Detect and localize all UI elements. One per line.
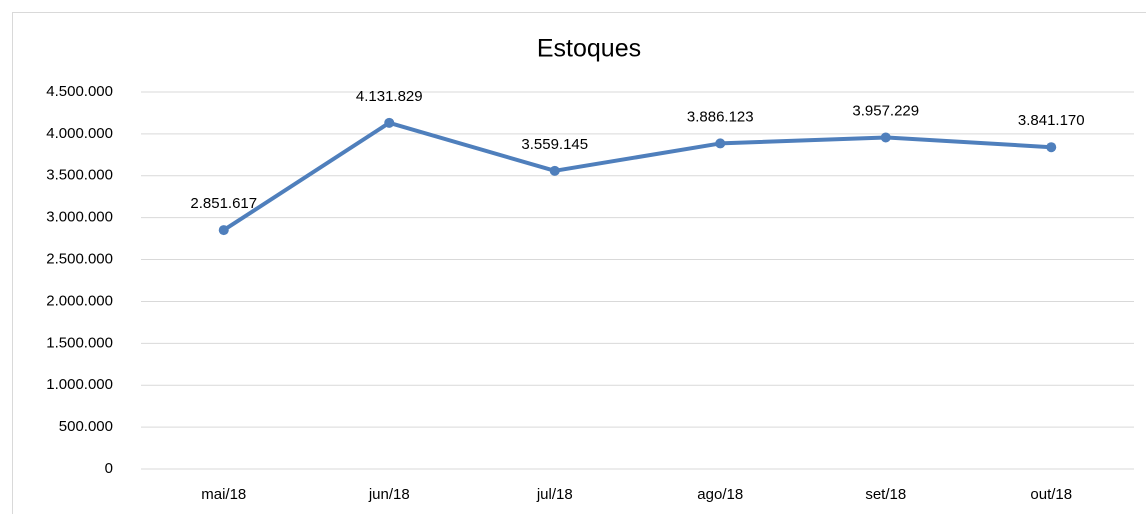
y-tick-label: 1.000.000 — [46, 376, 113, 393]
point — [880, 132, 891, 143]
data-label: 2.851.617 — [190, 195, 257, 212]
chart-border — [12, 12, 1146, 514]
point — [218, 225, 229, 236]
y-tick-label: 3.500.000 — [46, 167, 113, 184]
y-tick-label: 4.500.000 — [46, 83, 113, 100]
y-tick-label: 2.000.000 — [46, 292, 113, 309]
y-tick-label: 1.500.000 — [46, 334, 113, 351]
point — [1046, 142, 1057, 153]
point — [549, 165, 560, 176]
data-label: 3.559.145 — [521, 136, 588, 153]
y-tick-label: 0 — [105, 460, 113, 477]
x-tick-label: out/18 — [1030, 486, 1072, 503]
x-tick-label: mai/18 — [201, 486, 246, 503]
x-tick-label: jul/18 — [536, 486, 573, 503]
data-label: 3.886.123 — [687, 108, 754, 125]
chart-title: Estoques — [537, 35, 641, 63]
point — [384, 117, 395, 128]
y-tick-label: 4.000.000 — [46, 125, 113, 142]
data-label: 4.131.829 — [356, 88, 423, 105]
y-tick-label: 2.500.000 — [46, 251, 113, 268]
x-tick-label: jun/18 — [368, 486, 410, 503]
y-tick-label: 3.000.000 — [46, 209, 113, 226]
x-tick-label: ago/18 — [697, 486, 743, 503]
data-label: 3.957.229 — [852, 102, 919, 119]
data-label: 3.841.170 — [1018, 112, 1085, 129]
series-line — [222, 120, 1052, 232]
x-tick-label: set/18 — [865, 486, 906, 503]
y-tick-label: 500.000 — [59, 418, 113, 435]
point — [715, 138, 726, 149]
